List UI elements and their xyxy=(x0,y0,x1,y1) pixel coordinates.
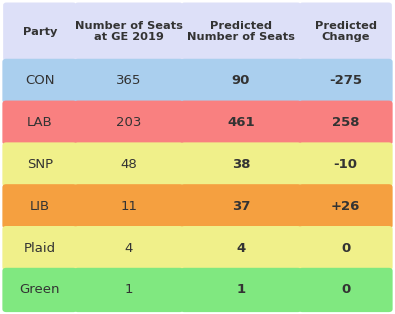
Text: 38: 38 xyxy=(232,158,250,171)
Text: Predicted
Number of Seats: Predicted Number of Seats xyxy=(187,21,295,42)
Text: CON: CON xyxy=(25,74,55,87)
FancyBboxPatch shape xyxy=(299,100,393,145)
Text: 365: 365 xyxy=(116,74,141,87)
FancyBboxPatch shape xyxy=(74,142,184,187)
FancyBboxPatch shape xyxy=(181,100,302,145)
Text: 37: 37 xyxy=(232,200,250,213)
FancyBboxPatch shape xyxy=(181,142,302,187)
Text: Number of Seats
at GE 2019: Number of Seats at GE 2019 xyxy=(75,21,183,42)
FancyBboxPatch shape xyxy=(299,184,393,229)
FancyBboxPatch shape xyxy=(299,142,393,187)
Text: 0: 0 xyxy=(341,284,350,296)
FancyBboxPatch shape xyxy=(181,268,302,312)
Text: 258: 258 xyxy=(332,116,359,129)
Text: 90: 90 xyxy=(232,74,250,87)
FancyBboxPatch shape xyxy=(3,3,76,61)
Text: 1: 1 xyxy=(124,284,133,296)
FancyBboxPatch shape xyxy=(2,142,77,187)
FancyBboxPatch shape xyxy=(299,3,392,61)
FancyBboxPatch shape xyxy=(299,59,393,103)
Text: LIB: LIB xyxy=(30,200,50,213)
Text: 461: 461 xyxy=(227,116,255,129)
FancyBboxPatch shape xyxy=(2,100,77,145)
Text: 11: 11 xyxy=(120,200,137,213)
FancyBboxPatch shape xyxy=(2,226,77,270)
Text: 4: 4 xyxy=(237,242,246,255)
Text: 48: 48 xyxy=(120,158,137,171)
FancyBboxPatch shape xyxy=(299,268,393,312)
FancyBboxPatch shape xyxy=(181,226,302,270)
Text: 0: 0 xyxy=(341,242,350,255)
FancyBboxPatch shape xyxy=(74,268,184,312)
FancyBboxPatch shape xyxy=(181,184,302,229)
Text: 1: 1 xyxy=(237,284,246,296)
Text: -10: -10 xyxy=(333,158,357,171)
Text: Predicted
Change: Predicted Change xyxy=(314,21,376,42)
Text: 4: 4 xyxy=(124,242,133,255)
Text: +26: +26 xyxy=(331,200,360,213)
FancyBboxPatch shape xyxy=(2,184,77,229)
FancyBboxPatch shape xyxy=(299,226,393,270)
Text: Party: Party xyxy=(23,27,57,36)
Text: LAB: LAB xyxy=(27,116,53,129)
FancyBboxPatch shape xyxy=(181,3,301,61)
Text: SNP: SNP xyxy=(27,158,53,171)
Text: Green: Green xyxy=(19,284,60,296)
FancyBboxPatch shape xyxy=(2,268,77,312)
FancyBboxPatch shape xyxy=(75,3,183,61)
Text: 203: 203 xyxy=(116,116,141,129)
Text: -275: -275 xyxy=(329,74,362,87)
FancyBboxPatch shape xyxy=(74,184,184,229)
FancyBboxPatch shape xyxy=(2,59,77,103)
Text: Plaid: Plaid xyxy=(24,242,56,255)
FancyBboxPatch shape xyxy=(74,59,184,103)
FancyBboxPatch shape xyxy=(74,226,184,270)
FancyBboxPatch shape xyxy=(74,100,184,145)
FancyBboxPatch shape xyxy=(181,59,302,103)
